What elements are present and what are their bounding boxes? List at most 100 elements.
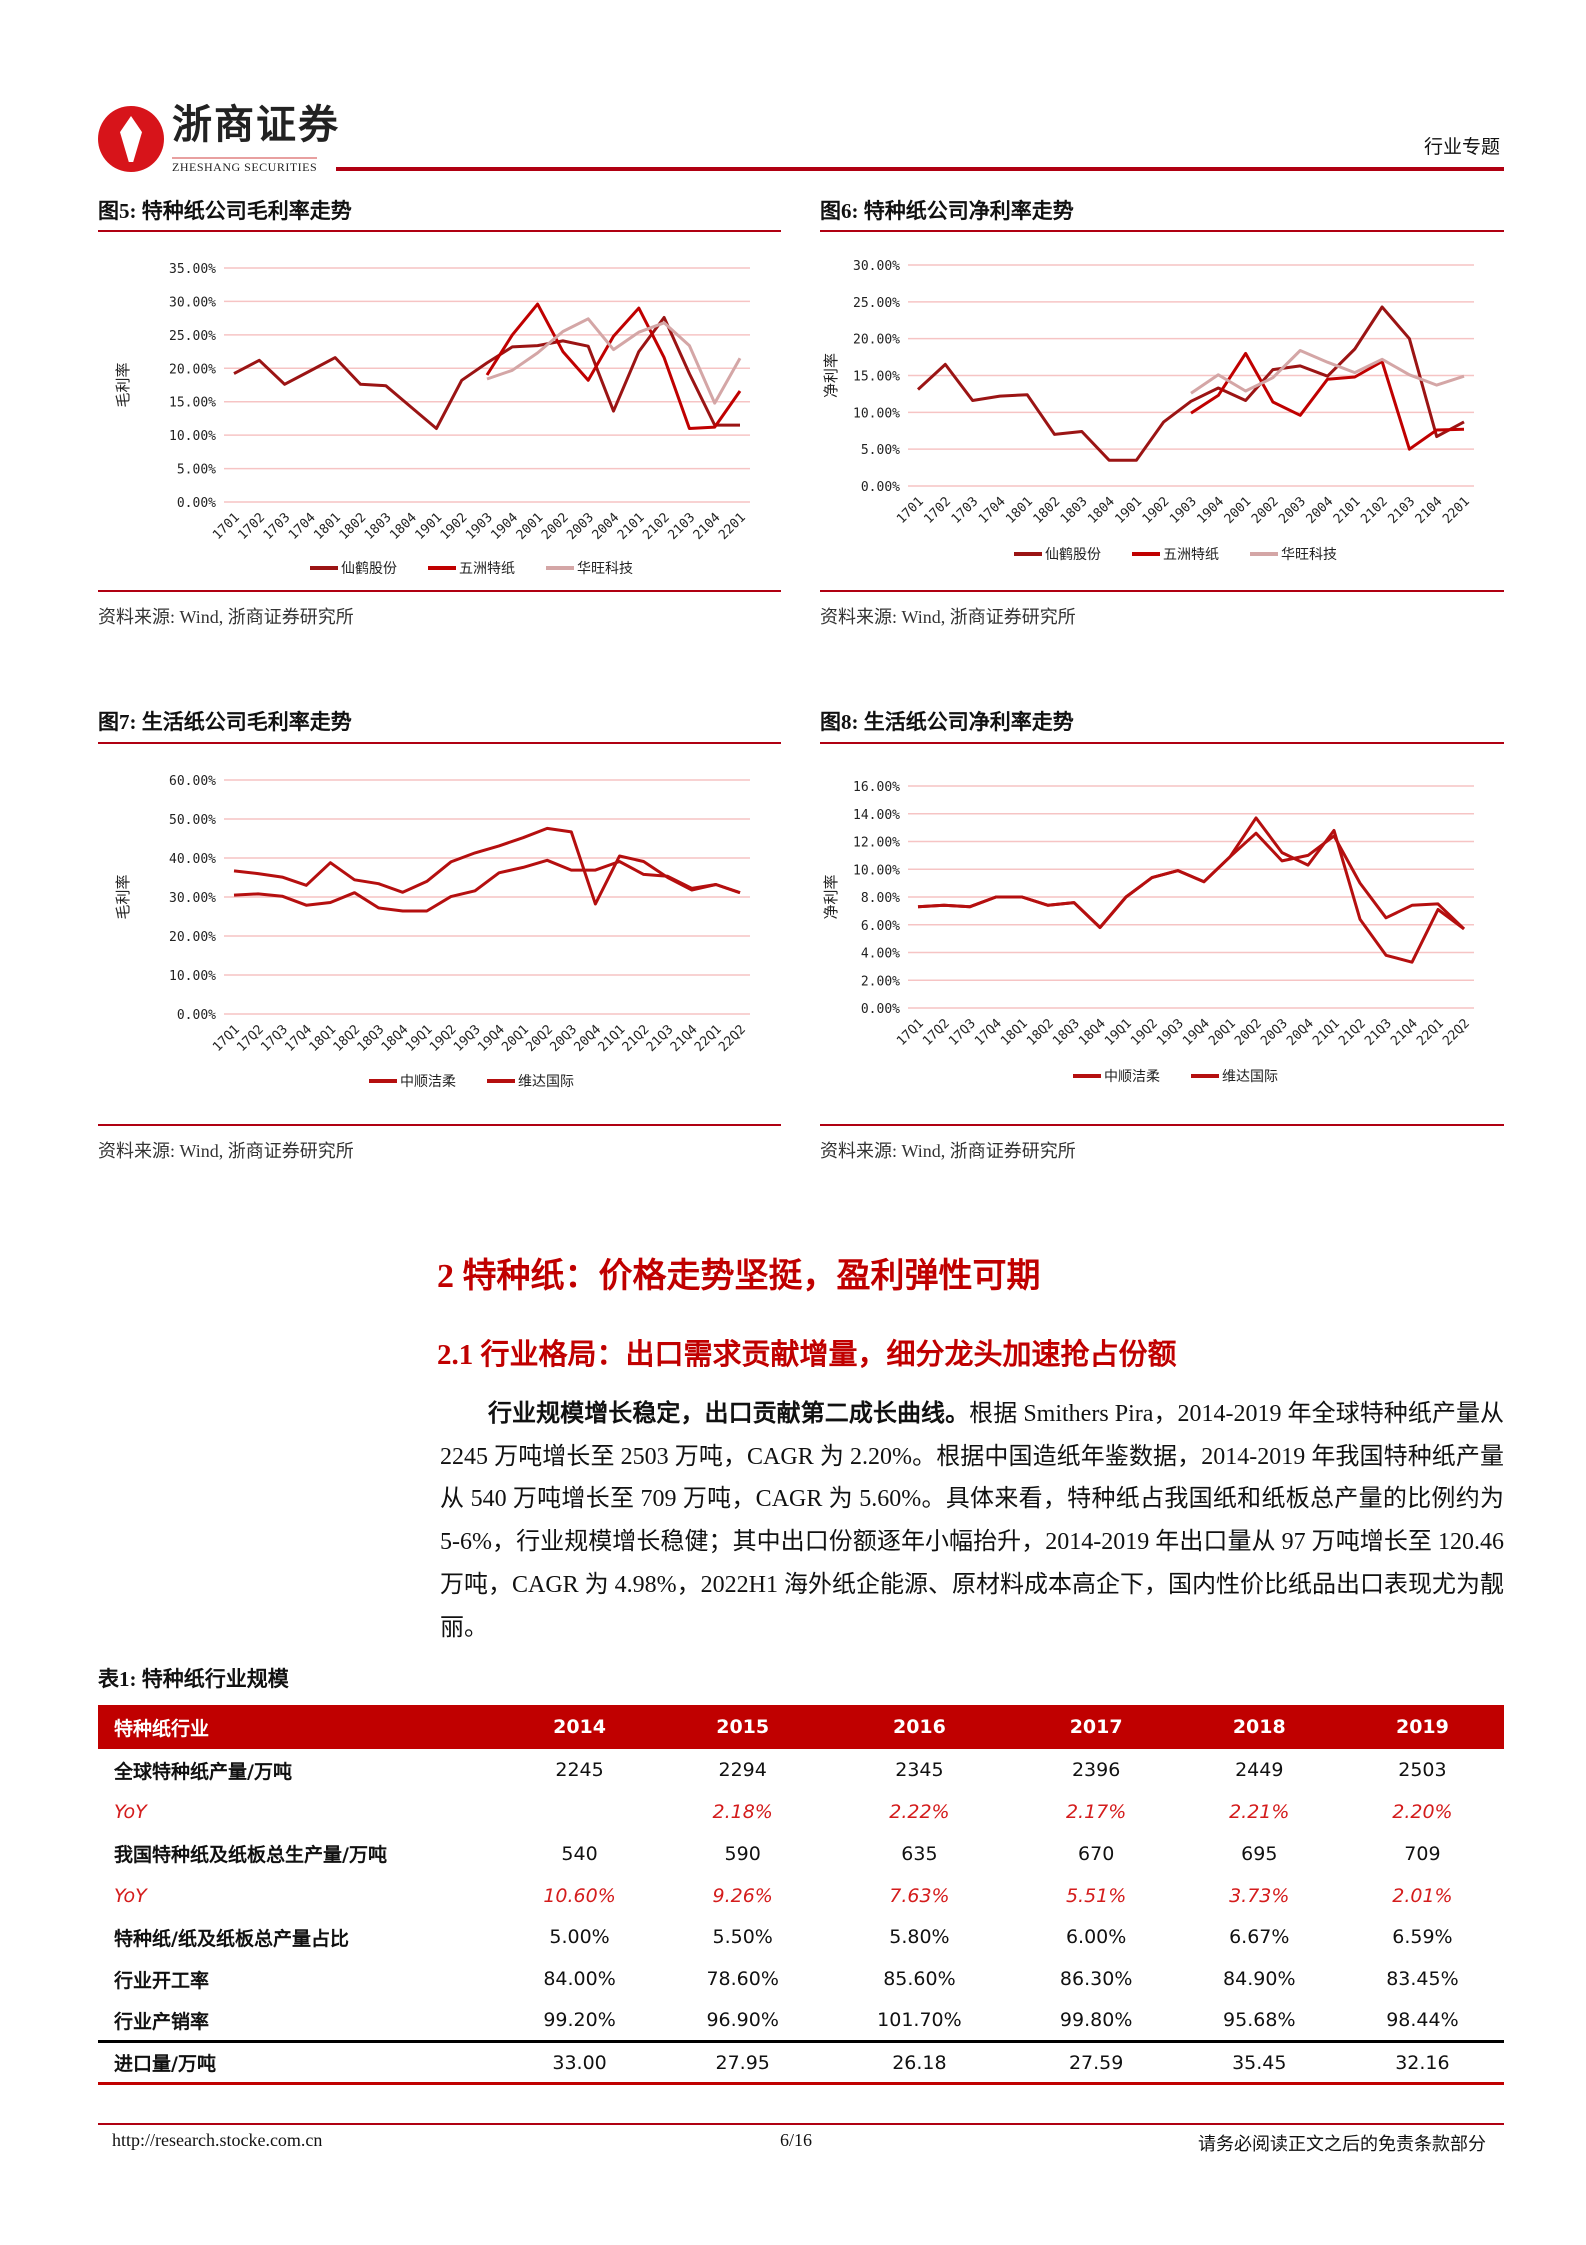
legend-label: 中顺洁柔	[400, 1074, 456, 1090]
y-tick-label: 16.00%	[853, 780, 900, 795]
column-header-year: 2017	[1014, 1705, 1178, 1750]
page-number: 6/16	[780, 2130, 813, 2150]
x-tick-label: 19Q4	[475, 1022, 508, 1055]
table-cell: 2.22%	[889, 1800, 950, 1823]
x-tick-label: 1804	[1085, 494, 1118, 527]
legend-label: 五洲特纸	[1163, 547, 1219, 563]
x-tick-label: 17Q4	[282, 1022, 315, 1055]
logo-icon	[98, 106, 164, 172]
x-tick-label: 2001	[1222, 494, 1255, 527]
series-line-3	[1190, 349, 1465, 395]
x-tick-label: 20Q4	[572, 1022, 605, 1055]
column-header-year: 2019	[1340, 1705, 1504, 1750]
table-row: 行业产销率 99.20% 96.90% 101.70% 99.80% 95.68% 98.4…	[98, 2000, 1504, 2042]
x-tick-label: 2004	[1304, 494, 1337, 527]
legend-label: 华旺科技	[577, 561, 633, 577]
logo-subtext: ZHESHANG SECURITIES	[172, 157, 318, 174]
x-tick-label: 21Q3	[1362, 1016, 1395, 1049]
table-cell: 85.60%	[883, 1968, 956, 1991]
table-cell: 6.67%	[1229, 1926, 1290, 1949]
table-caption: 表1: 特种纸行业规模	[98, 1667, 289, 1692]
y-tick-label: 15.00%	[853, 370, 900, 385]
y-tick-label: 60.00%	[169, 774, 216, 789]
y-tick-label: 20.00%	[853, 333, 900, 348]
header-divider	[336, 167, 1504, 171]
table-cell: 2.20%	[1392, 1800, 1453, 1823]
x-tick-label: 17Q3	[258, 1022, 291, 1055]
y-axis-label: 毛利率	[114, 362, 132, 407]
x-tick-label: 19Q1	[1102, 1016, 1135, 1049]
y-tick-label: 40.00%	[169, 852, 216, 867]
x-tick-label: 1703	[949, 494, 982, 527]
x-tick-label: 1702	[921, 494, 954, 527]
table-cell: 5.50%	[712, 1926, 773, 1949]
legend-label: 维达国际	[1222, 1069, 1278, 1085]
table-cell: 5.00%	[549, 1926, 610, 1949]
table-cell: 96.90%	[706, 2009, 779, 2032]
table-cell: 98.44%	[1386, 2009, 1459, 2032]
table-cell: 709	[1404, 1842, 1441, 1865]
x-tick-label: 1702	[235, 510, 268, 543]
table-cell: 95.68%	[1223, 2009, 1296, 2032]
x-tick-label: 19Q2	[427, 1022, 460, 1055]
x-tick-label: 1902	[1140, 494, 1173, 527]
row-label: 行业产销率	[114, 2010, 210, 2033]
fig8-chart: 0.00% 2.00% 4.00% 6.00% 8.00% 10.00% 12.00% 14.…	[822, 780, 1474, 1085]
footer-divider	[98, 2123, 1504, 2125]
y-axis-label: 净利率	[822, 353, 840, 398]
row-label: 特种纸/纸及纸板总产量占比	[114, 1927, 349, 1950]
fig5-bottom-rule	[98, 590, 781, 592]
x-tick-label: 18Q4	[379, 1022, 412, 1055]
fig5-rule	[98, 230, 781, 232]
series-line-2	[917, 831, 1466, 930]
column-header-year: 2016	[824, 1705, 1015, 1750]
x-tick-label: 2101	[615, 510, 648, 543]
x-tick-label: 2102	[640, 510, 673, 543]
table-cell: 3.73%	[1229, 1884, 1290, 1907]
legend-label: 中顺洁柔	[1104, 1069, 1160, 1085]
x-tick-label: 2003	[564, 510, 597, 543]
body-paragraph: 行业规模增长稳定，出口贡献第二成长曲线。根据 Smithers Pira，201…	[440, 1393, 1504, 1649]
y-tick-label: 25.00%	[853, 296, 900, 311]
footer-url[interactable]: http://research.stocke.com.cn	[112, 2130, 323, 2150]
fig5-chart: 0.00% 5.00% 10.00% 15.00% 20.00% 25.00% 30.00%…	[114, 262, 750, 577]
y-tick-label: 0.00%	[177, 1008, 216, 1023]
x-tick-label: 1903	[1167, 494, 1200, 527]
x-tick-label: 21Q4	[668, 1022, 701, 1055]
footer-disclaimer: 请务必阅读正文之后的免责条款部分	[1198, 2134, 1486, 2154]
x-tick-label: 18Q3	[1050, 1016, 1083, 1049]
x-tick-label: 1704	[976, 494, 1009, 527]
series-line-2	[485, 302, 742, 430]
x-tick-label: 20Q1	[1206, 1016, 1239, 1049]
legend-label: 五洲特纸	[459, 561, 515, 577]
y-tick-label: 10.00%	[169, 969, 216, 984]
table-cell: 540	[561, 1842, 598, 1865]
x-tick-label: 18Q2	[1024, 1016, 1057, 1049]
x-tick-label: 21Q1	[1310, 1016, 1343, 1049]
x-tick-label: 2101	[1331, 494, 1364, 527]
table-cell: 9.26%	[712, 1884, 773, 1907]
legend-label: 仙鹤股份	[341, 561, 397, 577]
table-cell: 2.21%	[1229, 1800, 1290, 1823]
fig8-title: 图8: 生活纸公司净利率走势	[820, 710, 1074, 734]
x-tick-label: 1904	[1194, 494, 1227, 527]
x-tick-label: 2002	[1249, 494, 1282, 527]
x-tick-label: 20Q3	[1258, 1016, 1291, 1049]
table-cell: 101.70%	[877, 2009, 962, 2032]
x-tick-label: 18Q1	[998, 1016, 1031, 1049]
y-tick-label: 10.00%	[853, 863, 900, 878]
x-tick-label: 1701	[894, 494, 927, 527]
y-tick-label: 2.00%	[861, 974, 900, 989]
table-cell: 83.45%	[1386, 1968, 1459, 1991]
x-tick-label: 18Q4	[1076, 1016, 1109, 1049]
table-row: YoY 2.18% 2.22% 2.17% 2.21% 2.20%	[98, 1791, 1504, 1833]
x-tick-label: 1802	[1031, 494, 1064, 527]
fig6-bottom-rule	[820, 590, 1504, 592]
table-row: 特种纸/纸及纸板总产量占比 5.00% 5.50% 5.80% 6.00% 6.67% 6.…	[98, 1916, 1504, 1958]
x-tick-label: 17Q1	[210, 1022, 243, 1055]
table-cell: 78.60%	[706, 1968, 779, 1991]
x-tick-label: 2103	[1385, 494, 1418, 527]
y-tick-label: 14.00%	[853, 808, 900, 823]
legend-label: 仙鹤股份	[1045, 547, 1101, 563]
x-tick-label: 21Q2	[1336, 1016, 1369, 1049]
